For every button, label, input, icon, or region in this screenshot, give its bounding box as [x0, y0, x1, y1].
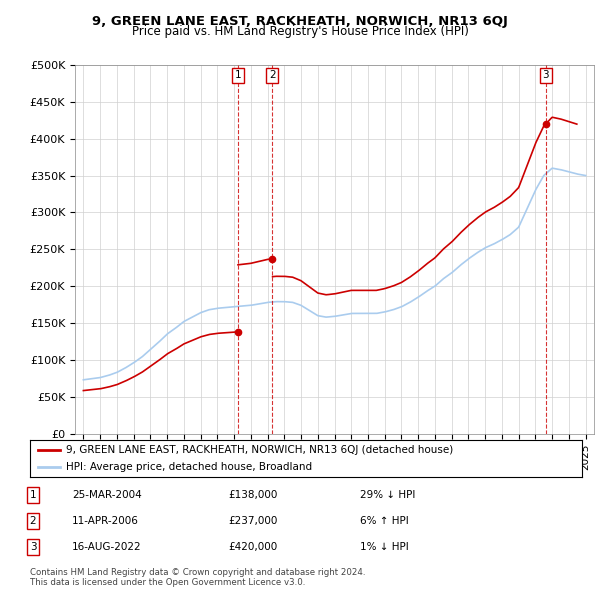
Text: 9, GREEN LANE EAST, RACKHEATH, NORWICH, NR13 6QJ (detached house): 9, GREEN LANE EAST, RACKHEATH, NORWICH, … [66, 445, 453, 455]
Text: 1: 1 [235, 70, 241, 80]
Text: 25-MAR-2004: 25-MAR-2004 [72, 490, 142, 500]
Text: 9, GREEN LANE EAST, RACKHEATH, NORWICH, NR13 6QJ: 9, GREEN LANE EAST, RACKHEATH, NORWICH, … [92, 15, 508, 28]
Text: 2: 2 [29, 516, 37, 526]
Text: 1: 1 [29, 490, 37, 500]
Text: 3: 3 [29, 542, 37, 552]
Text: £237,000: £237,000 [228, 516, 277, 526]
Text: 2: 2 [269, 70, 275, 80]
Text: £420,000: £420,000 [228, 542, 277, 552]
Text: 11-APR-2006: 11-APR-2006 [72, 516, 139, 526]
Text: HPI: Average price, detached house, Broadland: HPI: Average price, detached house, Broa… [66, 462, 312, 472]
Text: 3: 3 [542, 70, 549, 80]
Text: 6% ↑ HPI: 6% ↑ HPI [360, 516, 409, 526]
Text: 1% ↓ HPI: 1% ↓ HPI [360, 542, 409, 552]
Text: 29% ↓ HPI: 29% ↓ HPI [360, 490, 415, 500]
Text: Price paid vs. HM Land Registry's House Price Index (HPI): Price paid vs. HM Land Registry's House … [131, 25, 469, 38]
Text: £138,000: £138,000 [228, 490, 277, 500]
Text: Contains HM Land Registry data © Crown copyright and database right 2024.
This d: Contains HM Land Registry data © Crown c… [30, 568, 365, 587]
Text: 16-AUG-2022: 16-AUG-2022 [72, 542, 142, 552]
